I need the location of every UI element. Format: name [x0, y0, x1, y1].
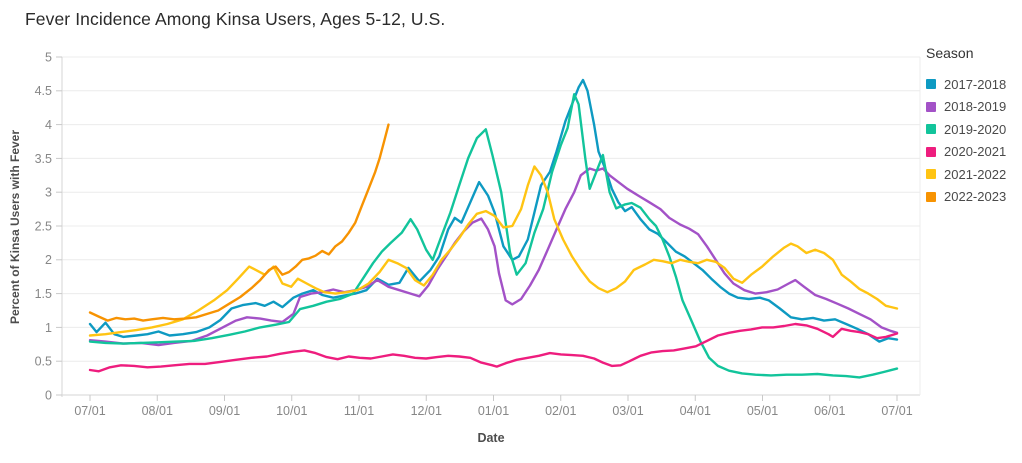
y-tick-label: 1.5 — [35, 287, 52, 301]
x-tick-label: 06/01 — [814, 404, 845, 418]
legend-item-label: 2020-2021 — [944, 144, 1007, 160]
y-tick-label: 1 — [45, 321, 52, 335]
series-line-2017-2018 — [88, 78, 899, 343]
y-tick-label: 5 — [45, 50, 52, 64]
legend-item-2021-2022[interactable]: 2021-2022 — [926, 163, 1020, 186]
x-tick-label: 02/01 — [545, 404, 576, 418]
y-tick-label: 4 — [45, 118, 52, 132]
legend-item-2019-2020[interactable]: 2019-2020 — [926, 118, 1020, 141]
series-line-2022-2023 — [88, 123, 390, 322]
x-tick-label: 05/01 — [747, 404, 778, 418]
y-tick-label: 0 — [45, 388, 52, 402]
x-axis-title: Date — [477, 431, 505, 445]
x-tick-label: 04/01 — [680, 404, 711, 418]
x-tick-label: 11/01 — [344, 404, 374, 418]
x-tick-label: 08/01 — [142, 404, 173, 418]
legend-item-label: 2019-2020 — [944, 121, 1007, 137]
x-tick-label: 12/01 — [411, 404, 442, 418]
legend-item-2017-2018[interactable]: 2017-2018 — [926, 73, 1020, 96]
legend-swatch-icon — [926, 101, 936, 112]
legend-swatch-icon — [926, 191, 936, 202]
legend-item-label: 2021-2022 — [944, 166, 1007, 182]
y-tick-label: 0.5 — [35, 355, 52, 369]
legend-item-label: 2018-2019 — [944, 99, 1007, 115]
y-tick-label: 3.5 — [35, 152, 52, 166]
legend-title: Season — [926, 45, 974, 61]
legend-swatch-icon — [926, 146, 936, 157]
series-line-2019-2020 — [88, 92, 899, 379]
legend-item-label: 2022-2023 — [944, 189, 1007, 205]
y-tick-label: 2 — [45, 253, 52, 267]
x-tick-label: 10/01 — [276, 404, 307, 418]
series-line-2018-2019 — [88, 167, 899, 347]
x-tick-label: 09/01 — [209, 404, 240, 418]
legend-swatch-icon — [926, 124, 936, 135]
y-tick-label: 3 — [45, 186, 52, 200]
legend-item-2018-2019[interactable]: 2018-2019 — [926, 96, 1020, 119]
y-tick-label: 2.5 — [35, 219, 52, 233]
legend-item-label: 2017-2018 — [944, 76, 1007, 92]
x-tick-label: 07/01 — [74, 404, 105, 418]
legend-swatch-icon — [926, 79, 936, 90]
chart-title: Fever Incidence Among Kinsa Users, Ages … — [25, 9, 446, 29]
series-line-2020-2021 — [88, 322, 899, 373]
legend-item-2020-2021[interactable]: 2020-2021 — [926, 141, 1020, 164]
x-tick-label: 03/01 — [612, 404, 643, 418]
legend: Season 2017-2018 2018-2019 2019-2020 2020-2… — [926, 45, 1020, 208]
legend-swatch-icon — [926, 169, 936, 180]
y-tick-label: 4.5 — [35, 84, 52, 98]
legend-items: 2017-2018 2018-2019 2019-2020 2020-2021 2021… — [926, 73, 1020, 208]
x-tick-label: 01/01 — [478, 404, 509, 418]
y-axis-title: Percent of Kinsa Users with Fever — [8, 129, 22, 325]
legend-item-2022-2023[interactable]: 2022-2023 — [926, 186, 1020, 209]
x-tick-label: 07/01 — [881, 404, 912, 418]
